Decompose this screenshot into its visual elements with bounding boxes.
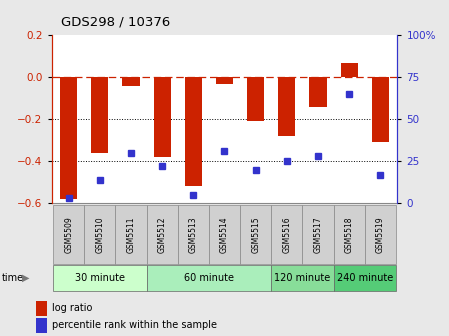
Text: GSM5516: GSM5516 — [282, 216, 291, 253]
Bar — [60, 77, 77, 199]
Text: log ratio: log ratio — [52, 303, 92, 313]
Text: GSM5514: GSM5514 — [220, 216, 229, 253]
Bar — [372, 77, 389, 142]
Text: GSM5518: GSM5518 — [344, 216, 353, 253]
Bar — [185, 77, 202, 186]
Text: GSM5519: GSM5519 — [376, 216, 385, 253]
Bar — [247, 77, 264, 121]
Text: GSM5515: GSM5515 — [251, 216, 260, 253]
Text: GSM5509: GSM5509 — [64, 216, 73, 253]
Text: 240 minute: 240 minute — [337, 273, 393, 283]
Text: GSM5512: GSM5512 — [158, 216, 167, 253]
Bar — [278, 77, 295, 136]
Bar — [216, 77, 233, 84]
Text: GSM5517: GSM5517 — [313, 216, 322, 253]
Text: 60 minute: 60 minute — [184, 273, 234, 283]
Bar — [123, 77, 140, 86]
Text: GSM5513: GSM5513 — [189, 216, 198, 253]
Bar — [91, 77, 109, 153]
Text: GDS298 / 10376: GDS298 / 10376 — [61, 15, 170, 29]
Bar — [340, 62, 358, 77]
Text: percentile rank within the sample: percentile rank within the sample — [52, 320, 216, 330]
Text: ▶: ▶ — [22, 273, 30, 283]
Text: 30 minute: 30 minute — [75, 273, 125, 283]
Text: GSM5510: GSM5510 — [96, 216, 105, 253]
Text: time: time — [2, 273, 24, 283]
Text: 120 minute: 120 minute — [274, 273, 330, 283]
Bar — [309, 77, 326, 107]
Bar — [154, 77, 171, 157]
Text: GSM5511: GSM5511 — [127, 216, 136, 253]
